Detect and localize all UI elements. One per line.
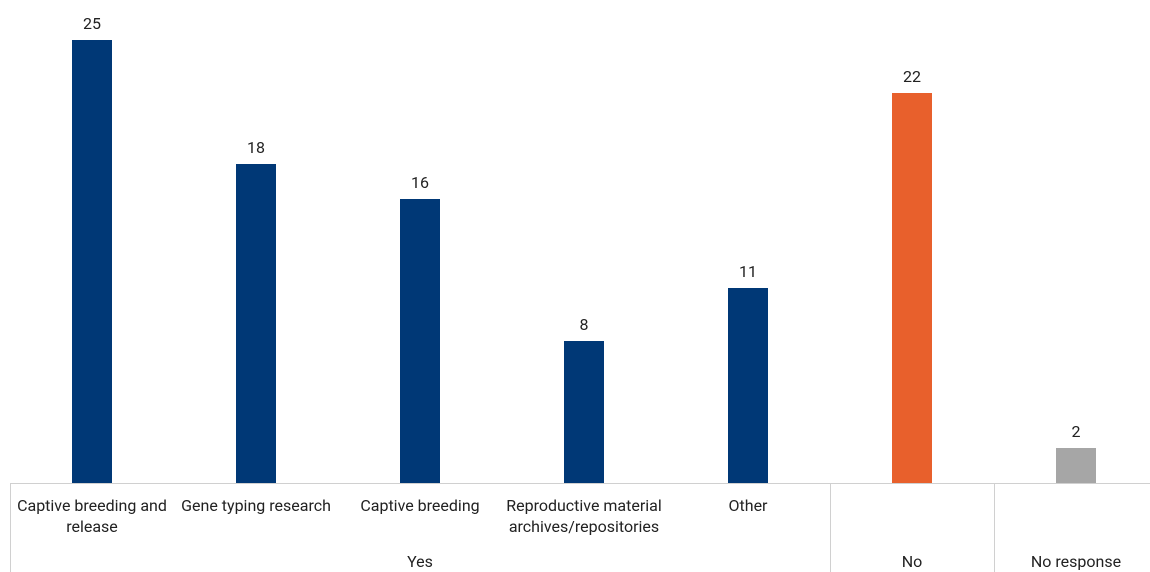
bar <box>72 40 112 483</box>
bar <box>728 288 768 483</box>
bar <box>564 341 604 483</box>
value-label: 22 <box>903 67 921 87</box>
value-label: 2 <box>1071 421 1081 441</box>
group-label: No <box>901 552 923 571</box>
group-label: Yes <box>407 552 433 571</box>
bar <box>892 93 932 483</box>
bar <box>1056 447 1096 483</box>
group-separator <box>830 483 831 572</box>
category-label: Reproductive material archives/repositor… <box>506 496 662 536</box>
bar <box>400 199 440 483</box>
category-label: Other <box>728 496 768 515</box>
value-label: 11 <box>739 262 757 282</box>
category-label: Captive breeding <box>360 496 480 515</box>
group-separator <box>994 483 995 572</box>
group-separator <box>10 483 11 572</box>
group-label: No response <box>1030 552 1122 571</box>
value-label: 18 <box>247 138 265 158</box>
bar <box>236 164 276 483</box>
baseline <box>10 483 1150 484</box>
category-label: Captive breeding and release <box>17 496 167 536</box>
value-label: 16 <box>411 173 429 193</box>
category-label: Gene typing research <box>181 496 331 515</box>
value-label: 25 <box>83 14 101 33</box>
value-label: 8 <box>579 315 589 335</box>
